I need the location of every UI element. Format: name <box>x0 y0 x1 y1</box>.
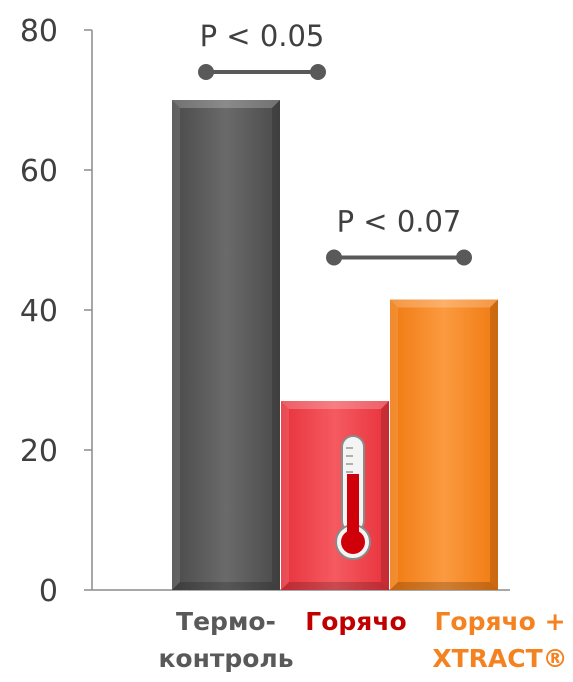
category-label-line: Термо- <box>176 607 276 636</box>
y-tick-label: 60 <box>20 154 58 189</box>
bar-bevel-right <box>381 401 389 590</box>
significance-layer: P < 0.05 P < 0.07 <box>198 19 472 266</box>
bar-body <box>172 100 280 590</box>
bar-bevel-left <box>281 401 289 590</box>
category-label: Термо-контроль <box>158 607 293 673</box>
significance-dot <box>456 249 472 266</box>
significance-marker: P < 0.07 <box>326 205 472 266</box>
category-labels: Термо-контроль Горячо Горячо + XTRACT® <box>158 607 567 673</box>
p-value-label: P < 0.07 <box>337 205 462 239</box>
bar <box>172 100 280 590</box>
category-label-line: Горячо <box>305 607 406 636</box>
bar-bevel-right <box>490 299 498 590</box>
category-label-line: Горячо + <box>434 607 565 636</box>
significance-dot <box>326 249 342 266</box>
y-tick-label: 20 <box>20 434 58 469</box>
bar-bevel-left <box>172 100 180 590</box>
category-label: Горячо <box>305 607 406 636</box>
significance-dot <box>198 64 214 80</box>
significance-marker: P < 0.05 <box>198 19 326 80</box>
y-tick-label: 80 <box>20 14 58 49</box>
bar <box>390 299 498 590</box>
category-label-line: контроль <box>158 644 293 673</box>
thermometer-bulb <box>341 530 365 554</box>
significance-dot <box>310 64 326 80</box>
y-tick-label: 40 <box>20 294 58 329</box>
thermometer-icon <box>335 435 371 560</box>
axis-layer: 0 20 40 60 80 <box>20 14 510 609</box>
icon-layer <box>335 435 371 560</box>
bar <box>281 401 389 590</box>
category-label-line: XTRACT® <box>432 644 567 673</box>
y-tick-label: 0 <box>39 574 58 609</box>
bar-bevel-left <box>390 299 398 590</box>
thermometer-mercury <box>347 474 359 536</box>
bar-bevel-top <box>281 401 389 409</box>
p-value-label: P < 0.05 <box>200 19 325 53</box>
bar-bevel-bottom <box>172 582 280 590</box>
bar-bevel-bottom <box>281 582 389 590</box>
bar-bevel-top <box>172 100 280 108</box>
bars-layer <box>172 100 498 590</box>
bar-bevel-top <box>390 299 498 308</box>
bar-body <box>281 401 389 590</box>
bar-bevel-right <box>272 100 280 590</box>
category-label: Горячо + XTRACT® <box>432 607 567 673</box>
bar-bevel-bottom <box>390 582 498 590</box>
bar-body <box>390 299 498 590</box>
